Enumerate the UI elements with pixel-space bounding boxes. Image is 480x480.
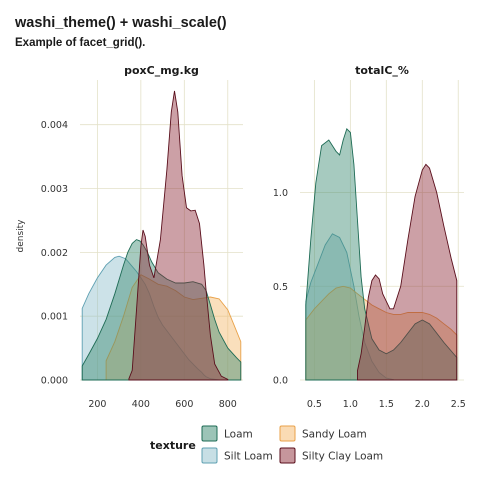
density-area-silt-loam-1	[305, 233, 394, 381]
density-area-loam-1	[305, 127, 458, 381]
x-tick-label: 0.5	[307, 399, 322, 410]
y-tick-label: 0.000	[41, 376, 68, 387]
legend-title: texture	[150, 439, 196, 452]
x-tick-label: 200	[88, 399, 106, 410]
y-tick-label: 0.002	[41, 248, 68, 259]
y-tick-label: 1.0	[273, 188, 288, 199]
facet-panel-totalc: totalC_% 0.5 1.0 1.5 2.0 2.5 0.0 0.5 1.0	[273, 64, 466, 410]
y-tick-label: 0.003	[41, 184, 68, 195]
density-area-loam-0	[81, 239, 242, 381]
density-area-silty-clay-loam-1	[357, 163, 458, 381]
legend-label-sandy-loam: Sandy Loam	[302, 429, 367, 441]
density-area-silty-clay-loam-0	[128, 90, 229, 381]
chart-subtitle: Example of facet_grid().	[15, 37, 145, 49]
legend-swatch-sandy-loam	[279, 425, 296, 442]
x-tick-label: 2.5	[451, 399, 466, 410]
x-tick-label: 400	[132, 399, 150, 410]
y-axis-label: density	[16, 219, 26, 253]
x-tick-label: 800	[219, 399, 237, 410]
density-area-sandy-loam-1	[305, 285, 458, 381]
x-tick-label: 2.0	[415, 399, 430, 410]
y-tick-label: 0.001	[41, 312, 68, 323]
legend-label-loam: Loam	[224, 429, 253, 441]
legend-label-silt-loam: Silt Loam	[224, 451, 273, 463]
legend: texture Loam Sandy Loam Silt Loam Silty Cla…	[150, 425, 383, 464]
facet-strip-label: poxC_mg.kg	[124, 64, 199, 77]
y-tick-label: 0.004	[41, 120, 68, 131]
y-tick-label: 0.0	[273, 376, 288, 387]
legend-swatch-loam	[201, 425, 218, 442]
legend-swatch-silty-clay-loam	[279, 447, 296, 464]
chart-title: washi_theme() + washi_scale()	[14, 15, 227, 31]
x-tick-label: 1.5	[379, 399, 394, 410]
legend-swatch-silt-loam	[201, 447, 218, 464]
y-tick-label: 0.5	[273, 282, 288, 293]
facet-panel-poxc: poxC_mg.kg 200 400 600 800 0.000 0.001 0.002 0.0…	[41, 64, 243, 410]
x-tick-label: 1.0	[343, 399, 358, 410]
facet-strip-label: totalC_%	[355, 64, 409, 77]
x-tick-label: 600	[175, 399, 193, 410]
legend-label-silty-clay-loam: Silty Clay Loam	[302, 451, 383, 463]
